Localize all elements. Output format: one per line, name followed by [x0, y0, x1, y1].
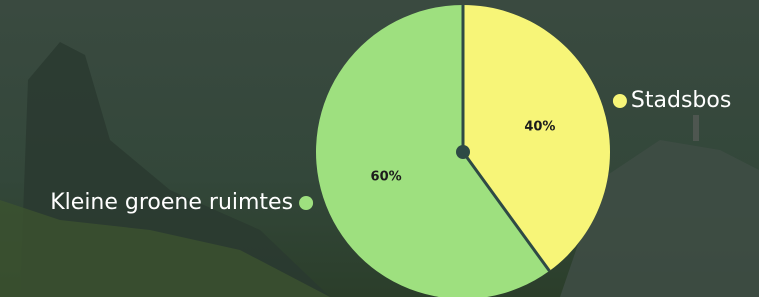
legend-label: Stadsbos	[631, 88, 731, 113]
chart: 40% Stadsbos 60% Kleine groene ruimtes	[0, 0, 759, 297]
center-dot	[456, 145, 470, 159]
page: {"chart_data": {"type": "pie", "categori…	[0, 0, 759, 297]
value-label: 60%	[371, 169, 402, 184]
legend-dot	[299, 196, 313, 210]
legend-label: Kleine groene ruimtes	[50, 190, 293, 215]
figure	[693, 115, 699, 141]
legend-dot	[613, 94, 627, 108]
value-label: 40%	[524, 120, 555, 135]
